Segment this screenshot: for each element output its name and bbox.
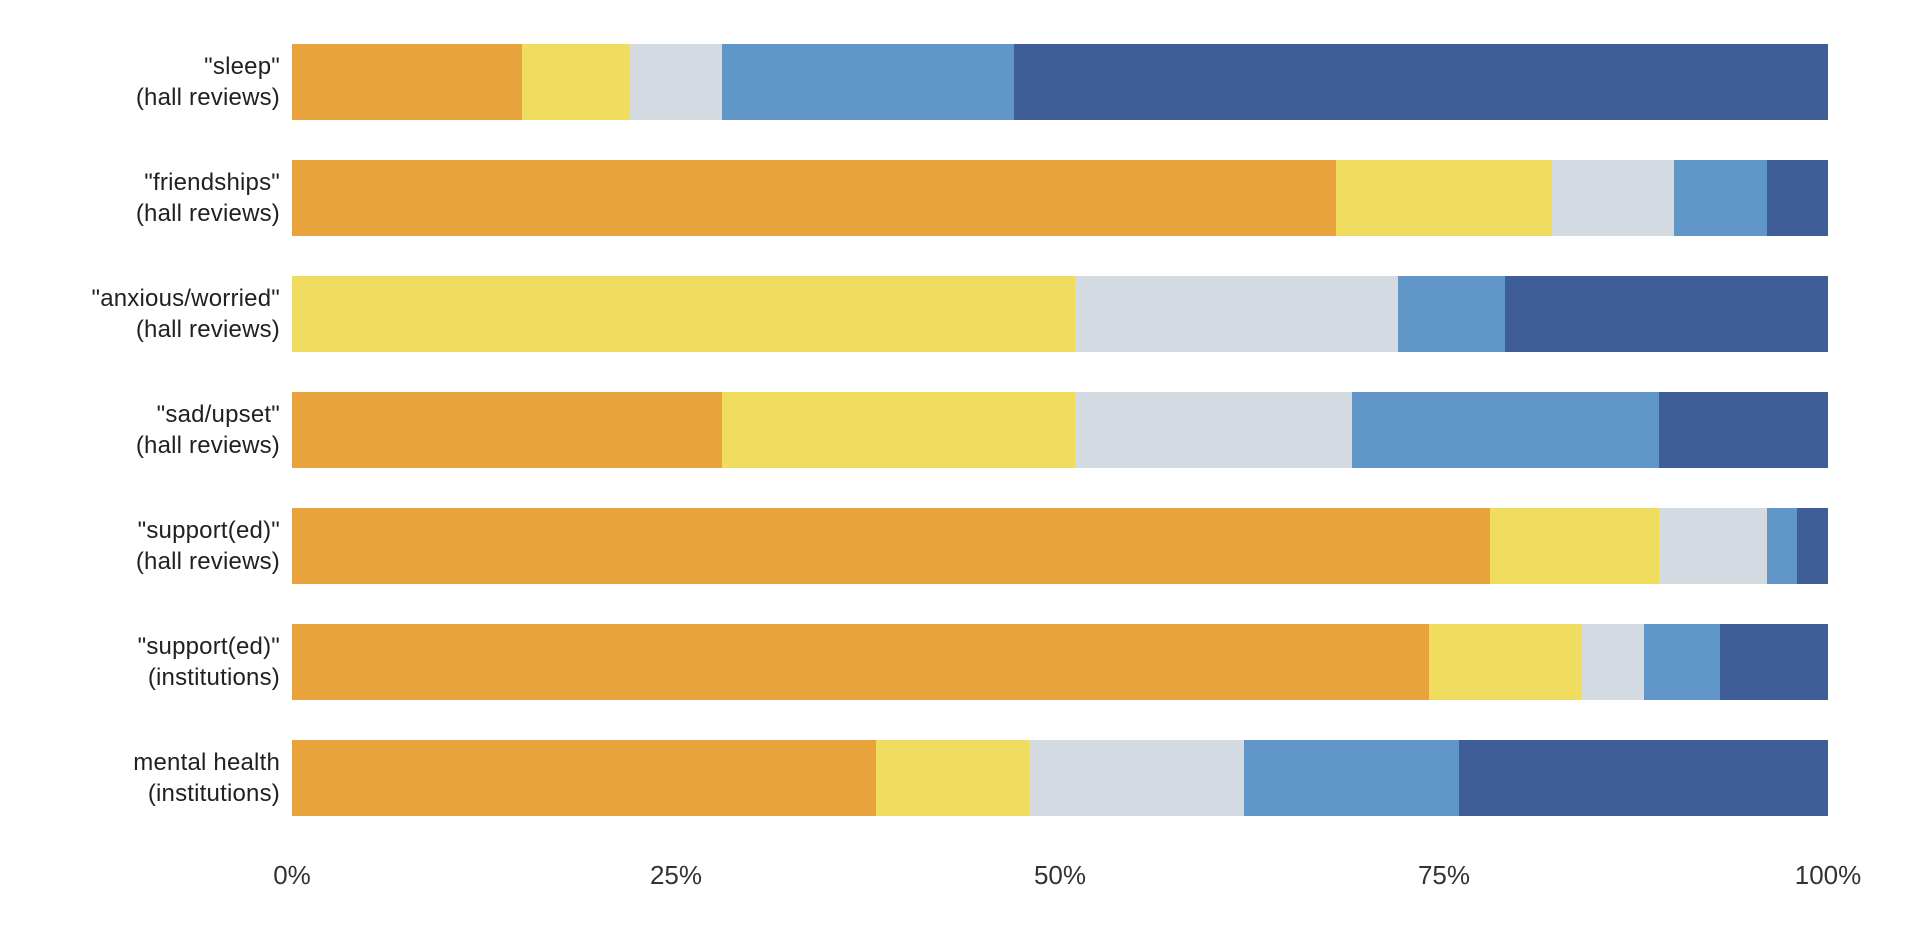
category-label: "anxious/worried" (hall reviews) <box>0 276 280 352</box>
stacked-bar <box>292 508 1828 584</box>
category-label-source: (hall reviews) <box>135 432 280 459</box>
stacked-bar <box>292 392 1828 468</box>
bar-segment-medium-blue <box>1351 392 1659 468</box>
chart-row: "anxious/worried" (hall reviews) <box>0 276 1918 352</box>
bar-segment-orange <box>292 160 1337 236</box>
chart-row: "sleep" (hall reviews) <box>0 44 1918 120</box>
bar-segment-light-gray <box>1659 508 1767 584</box>
bar-segment-light-gray <box>1075 276 1398 352</box>
bar-segment-dark-blue <box>1659 392 1828 468</box>
bar-segment-dark-blue <box>1797 508 1828 584</box>
category-label-source: (hall reviews) <box>135 200 280 227</box>
bar-segment-light-gray <box>1029 740 1245 816</box>
category-label-term: "support(ed)" <box>137 633 280 660</box>
x-axis-tick: 75% <box>1417 860 1471 890</box>
bar-segment-yellow <box>522 44 630 120</box>
stacked-bar <box>292 624 1828 700</box>
category-label-source: (hall reviews) <box>135 316 280 343</box>
bar-segment-yellow <box>292 276 1076 352</box>
bar-segment-dark-blue <box>1766 160 1828 236</box>
bar-segment-light-gray <box>1075 392 1352 468</box>
bar-segment-medium-blue <box>1766 508 1798 584</box>
category-label: mental health (institutions) <box>0 740 280 816</box>
bar-segment-medium-blue <box>722 44 1014 120</box>
category-label: "support(ed)" (hall reviews) <box>0 508 280 584</box>
x-axis: 0% 25% 50% 75% 100% <box>273 860 1861 894</box>
bar-segment-yellow <box>1336 160 1552 236</box>
chart-rows: "sleep" (hall reviews) "friendships" (hall … <box>0 44 1918 816</box>
bar-segment-medium-blue <box>1674 160 1767 236</box>
bar-segment-dark-blue <box>1013 44 1828 120</box>
bar-segment-orange <box>292 740 876 816</box>
category-label-source: (hall reviews) <box>135 84 280 111</box>
bar-segment-light-gray <box>629 44 723 120</box>
category-label: "sad/upset" (hall reviews) <box>0 392 280 468</box>
category-label-term: "sleep" <box>204 53 280 80</box>
bar-segment-orange <box>292 392 723 468</box>
stacked-bar <box>292 740 1828 816</box>
category-label-term: mental health <box>133 749 280 776</box>
category-label-term: "friendships" <box>144 169 280 196</box>
bar-segment-yellow <box>1490 508 1660 584</box>
bar-segment-medium-blue <box>1643 624 1721 700</box>
category-label-source: (institutions) <box>147 780 280 807</box>
x-axis-tick: 100% <box>1794 860 1862 890</box>
bar-segment-yellow <box>1428 624 1583 700</box>
category-label-source: (institutions) <box>147 664 280 691</box>
stacked-bar <box>292 44 1828 120</box>
stacked-bar <box>292 160 1828 236</box>
bar-segment-light-gray <box>1551 160 1675 236</box>
category-label: "sleep" (hall reviews) <box>0 44 280 120</box>
category-label-term: "sad/upset" <box>156 401 280 428</box>
category-label-term: "support(ed)" <box>137 517 280 544</box>
bar-segment-orange <box>292 508 1491 584</box>
bar-segment-dark-blue <box>1505 276 1828 352</box>
category-label-source: (hall reviews) <box>135 548 280 575</box>
chart-row: "friendships" (hall reviews) <box>0 160 1918 236</box>
stacked-bar <box>292 276 1828 352</box>
bar-segment-light-gray <box>1582 624 1644 700</box>
bar-segment-yellow <box>875 740 1030 816</box>
category-label: "friendships" (hall reviews) <box>0 160 280 236</box>
x-axis-tick: 25% <box>649 860 703 890</box>
bar-segment-dark-blue <box>1720 624 1828 700</box>
x-axis-tick: 50% <box>1033 860 1087 890</box>
bar-segment-orange <box>292 624 1429 700</box>
bar-segment-orange <box>292 44 523 120</box>
category-label-term: "anxious/worried" <box>91 285 280 312</box>
bar-segment-medium-blue <box>1397 276 1506 352</box>
bar-segment-yellow <box>722 392 1076 468</box>
chart-row: mental health (institutions) <box>0 740 1918 816</box>
bar-segment-medium-blue <box>1244 740 1460 816</box>
chart-row: "support(ed)" (institutions) <box>0 624 1918 700</box>
chart-row: "support(ed)" (hall reviews) <box>0 508 1918 584</box>
chart-row: "sad/upset" (hall reviews) <box>0 392 1918 468</box>
x-axis-tick: 0% <box>273 860 311 890</box>
bar-segment-dark-blue <box>1459 740 1828 816</box>
category-label: "support(ed)" (institutions) <box>0 624 280 700</box>
